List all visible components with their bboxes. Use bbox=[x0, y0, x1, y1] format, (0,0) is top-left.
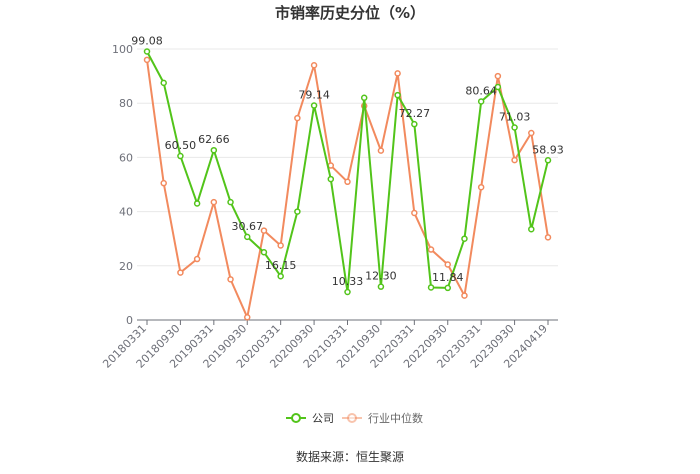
data-point-industry bbox=[411, 209, 418, 217]
legend-item-industry[interactable]: 行业中位数 bbox=[342, 411, 423, 425]
data-point-industry bbox=[210, 198, 218, 206]
data-point-company bbox=[160, 79, 167, 87]
data-point-industry bbox=[511, 156, 518, 164]
data-point-industry bbox=[444, 261, 451, 268]
data-label: 62.66 bbox=[198, 133, 230, 146]
data-point-company bbox=[327, 175, 335, 183]
data-point-industry bbox=[143, 56, 151, 64]
y-tick-label: 40 bbox=[119, 206, 133, 219]
data-point-company bbox=[260, 249, 268, 256]
data-point-company bbox=[377, 283, 385, 290]
data-point-industry bbox=[344, 178, 351, 186]
data-point-industry bbox=[544, 234, 552, 241]
data-label: 80.64 bbox=[465, 84, 497, 97]
data-point-industry bbox=[227, 276, 234, 283]
legend[interactable]: 公司 行业中位数 bbox=[286, 411, 423, 425]
data-point-company bbox=[477, 98, 485, 105]
data-point-industry bbox=[244, 314, 251, 321]
data-point-industry bbox=[193, 255, 201, 263]
data-point-company bbox=[244, 233, 251, 241]
data-label: 12.30 bbox=[365, 270, 397, 283]
data-point-company bbox=[143, 48, 151, 55]
data-point-industry bbox=[461, 292, 468, 299]
data-point-industry bbox=[377, 147, 385, 154]
data-point-company bbox=[193, 200, 201, 207]
data-point-company bbox=[411, 120, 418, 128]
data-point-company bbox=[294, 208, 301, 215]
data-label: 79.14 bbox=[298, 89, 330, 102]
series-group bbox=[143, 48, 552, 321]
x-axis: 2018033120180930201903312019093020200331… bbox=[100, 319, 558, 371]
data-point-industry bbox=[277, 242, 284, 249]
data-point-company bbox=[427, 284, 435, 291]
legend-item-company[interactable]: 公司 bbox=[286, 412, 334, 425]
data-labels: 99.08 60.50 62.66 30.67 16.15 79.14 10.33 12.30… bbox=[131, 34, 564, 288]
data-point-company bbox=[344, 288, 351, 296]
data-point-industry bbox=[177, 269, 184, 276]
data-point-industry bbox=[160, 179, 167, 187]
data-point-company bbox=[511, 124, 518, 131]
y-tick-label: 60 bbox=[119, 151, 133, 164]
data-point-company bbox=[360, 94, 368, 102]
data-point-industry bbox=[310, 62, 318, 69]
data-point-company bbox=[444, 284, 451, 292]
data-label: 72.27 bbox=[399, 107, 431, 120]
data-point-industry bbox=[294, 114, 301, 122]
y-tick-label: 20 bbox=[119, 260, 133, 273]
data-label: 60.50 bbox=[165, 139, 197, 152]
data-label: 99.08 bbox=[131, 34, 163, 47]
data-label: 16.15 bbox=[265, 259, 297, 272]
legend-industry-marker bbox=[347, 413, 357, 423]
data-point-company bbox=[528, 225, 535, 233]
data-label: 71.03 bbox=[499, 111, 531, 124]
data-point-industry bbox=[394, 70, 401, 77]
legend-industry-label: 行业中位数 bbox=[368, 411, 423, 425]
y-axis-ticks: 0 20 40 60 80 100 bbox=[112, 43, 133, 327]
data-point-company bbox=[494, 83, 502, 91]
data-point-industry bbox=[494, 72, 502, 80]
y-tick-label: 100 bbox=[112, 43, 133, 56]
data-point-company bbox=[461, 235, 468, 242]
data-point-industry bbox=[528, 129, 535, 137]
data-point-industry bbox=[477, 183, 485, 191]
legend-company-label: 公司 bbox=[312, 412, 334, 425]
data-point-company bbox=[210, 146, 218, 154]
data-point-company bbox=[227, 198, 234, 206]
y-tick-label: 0 bbox=[126, 314, 133, 327]
chart-title: 市销率历史分位（%） bbox=[274, 4, 426, 22]
data-label: 10.33 bbox=[332, 275, 364, 288]
data-point-industry bbox=[260, 227, 268, 234]
y-tick-label: 80 bbox=[119, 97, 133, 110]
data-point-company bbox=[394, 91, 401, 99]
legend-company-marker bbox=[291, 413, 301, 423]
data-label: 58.93 bbox=[532, 143, 564, 156]
data-source: 数据来源：恒生聚源 bbox=[295, 450, 404, 464]
data-point-company bbox=[310, 102, 318, 109]
data-point-industry bbox=[427, 246, 435, 253]
data-point-company bbox=[544, 157, 552, 164]
data-label: 30.67 bbox=[232, 220, 264, 233]
data-point-company bbox=[277, 272, 284, 280]
data-point-company bbox=[177, 152, 184, 160]
data-label: 11.84 bbox=[432, 271, 464, 284]
